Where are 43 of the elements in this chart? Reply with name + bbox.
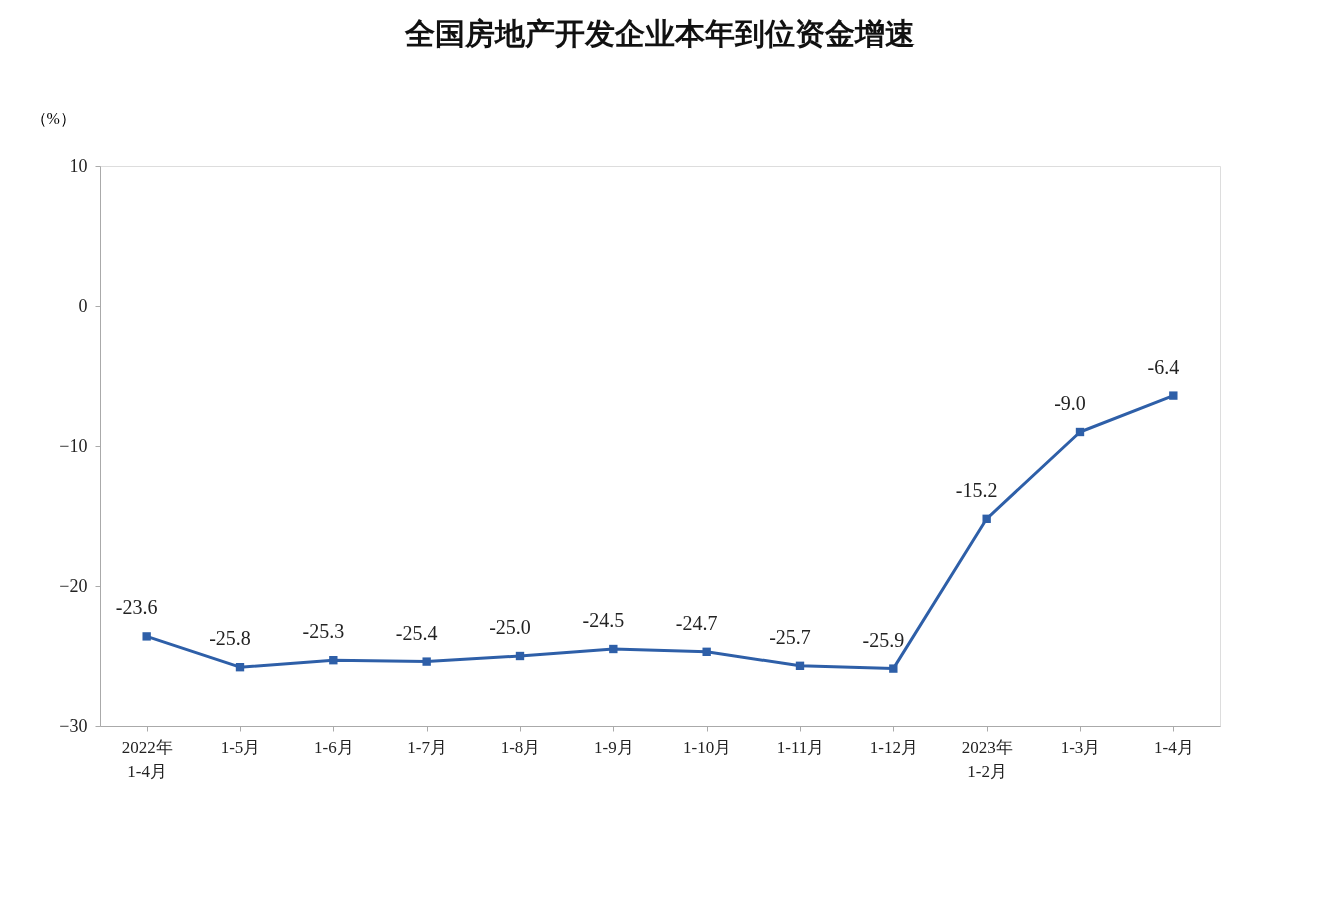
- point: [702, 647, 711, 656]
- data-label: -25.7: [769, 625, 811, 648]
- point: [1075, 427, 1085, 437]
- chart-title: 全国房地产开发企业本年到位资金增速: [404, 17, 915, 50]
- data-label: -25.0: [489, 616, 531, 638]
- point: [422, 657, 431, 666]
- point: [795, 661, 805, 670]
- point: [515, 651, 525, 661]
- y-tick-label: −10: [59, 435, 88, 456]
- x-tick-label: 1-10月: [683, 737, 732, 757]
- x-tick-label: 1-4月: [1154, 737, 1194, 757]
- x-tick-label: 1-11月: [776, 737, 825, 757]
- x-tick-label: 1-7月: [407, 737, 447, 757]
- point: [889, 664, 898, 673]
- data-label: -6.4: [1147, 355, 1180, 378]
- point: [982, 514, 991, 523]
- data-label: -25.8: [209, 627, 251, 650]
- y-tick-label: −20: [59, 575, 88, 596]
- y-axis-title: （%）: [30, 109, 76, 127]
- y-tick-label: 0: [78, 295, 88, 316]
- point: [1169, 391, 1178, 400]
- x-tick-label: 2022年 1-4月: [121, 737, 173, 781]
- data-label: -25.9: [862, 628, 905, 651]
- data-label: -24.7: [675, 611, 718, 634]
- y-tick-label: 10: [69, 155, 88, 176]
- point: [235, 663, 245, 672]
- data-label: -23.6: [115, 596, 158, 619]
- x-tick-label: 1-6月: [314, 737, 354, 757]
- x-tick-label: 1-9月: [594, 737, 634, 757]
- x-tick-label: 1-8月: [500, 737, 541, 757]
- point: [609, 644, 618, 654]
- data-label: -24.5: [582, 609, 625, 631]
- y-tick-label: −30: [59, 715, 88, 736]
- point: [142, 632, 151, 641]
- data-label: -9.0: [1054, 392, 1086, 414]
- data-label: -25.3: [302, 620, 345, 643]
- data-label: -25.4: [395, 621, 438, 644]
- x-tick-label: 2023年 1-2月: [961, 737, 1013, 781]
- x-tick-label: 1-12月: [869, 737, 918, 757]
- point: [329, 656, 338, 665]
- x-tick-label: 1-3月: [1060, 737, 1101, 757]
- data-label: -15.2: [955, 478, 998, 501]
- x-tick-label: 1-5月: [220, 737, 261, 757]
